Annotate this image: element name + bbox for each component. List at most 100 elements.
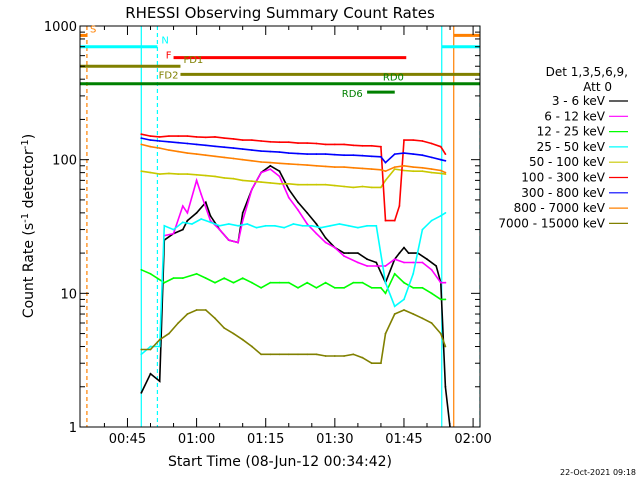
series-point xyxy=(251,149,253,152)
series-point xyxy=(287,152,290,155)
x-tick-label: 01:15 xyxy=(247,432,284,447)
series-point xyxy=(140,353,143,356)
series-point xyxy=(241,179,244,182)
series-point xyxy=(403,152,405,155)
series-point xyxy=(269,182,272,184)
series-point xyxy=(306,142,309,145)
series-point xyxy=(375,265,378,267)
series-point xyxy=(403,246,405,249)
series-point xyxy=(232,177,235,180)
series-point xyxy=(370,362,373,365)
series-point xyxy=(297,201,299,204)
series-point xyxy=(158,345,161,348)
series-point xyxy=(439,169,442,172)
series-point xyxy=(324,355,327,357)
series-point xyxy=(292,223,295,225)
series-point xyxy=(237,241,240,244)
series-point xyxy=(370,186,373,189)
series-point xyxy=(251,139,253,142)
series-point xyxy=(186,152,189,155)
flag-label-s: S xyxy=(90,24,96,35)
series-point xyxy=(366,265,368,267)
x-tick-label: 00:45 xyxy=(109,432,146,447)
series-point xyxy=(260,353,262,356)
series-point xyxy=(251,159,253,162)
flag-label-fd1: FD1 xyxy=(183,55,203,66)
series-point xyxy=(149,171,152,174)
series-point xyxy=(306,223,309,225)
series-point xyxy=(149,135,152,138)
series-line-5 xyxy=(141,133,447,222)
series-point xyxy=(315,286,318,289)
legend-entry-1: 6 - 12 keV xyxy=(544,109,606,123)
series-point xyxy=(380,155,382,158)
series-point xyxy=(403,298,405,301)
series-point xyxy=(218,228,221,231)
series-point xyxy=(421,170,424,173)
series-point xyxy=(306,183,309,186)
series-point xyxy=(343,355,345,357)
series-point xyxy=(251,188,253,191)
series-point xyxy=(444,171,447,174)
series-point xyxy=(320,226,322,229)
series-point xyxy=(269,140,272,143)
series-point xyxy=(333,143,336,146)
series-point xyxy=(393,313,396,315)
y-axis-label: Count Rate (s-1 detector-1) xyxy=(20,134,37,318)
series-point xyxy=(232,157,235,160)
series-point xyxy=(186,219,189,222)
series-point xyxy=(195,136,198,138)
series-point xyxy=(172,232,175,235)
legend-entry-3: 25 - 50 keV xyxy=(537,140,606,154)
series-point xyxy=(426,258,428,261)
series-point xyxy=(324,237,327,239)
series-point xyxy=(439,281,442,284)
series-point xyxy=(214,281,216,284)
series-point xyxy=(260,161,262,163)
series-point xyxy=(149,348,152,351)
series-point xyxy=(315,153,318,156)
flag-label-rd0: RD0 xyxy=(383,73,404,84)
series-point xyxy=(204,201,207,204)
series-point xyxy=(241,338,244,341)
series-point xyxy=(297,286,299,289)
series-point xyxy=(430,171,433,174)
series-point xyxy=(407,252,410,255)
series-point xyxy=(297,353,299,356)
series-point xyxy=(384,281,387,284)
series-point xyxy=(315,164,318,167)
series-point xyxy=(384,332,387,335)
series-point xyxy=(209,221,212,224)
series-point xyxy=(306,353,309,356)
series-point xyxy=(333,153,336,156)
series-point xyxy=(140,392,143,394)
series-point xyxy=(343,185,345,188)
series-point xyxy=(149,272,152,275)
series-point xyxy=(324,281,327,284)
series-point xyxy=(241,219,244,222)
series-point xyxy=(421,140,424,142)
legend-entry-2: 12 - 25 keV xyxy=(537,125,606,139)
series-point xyxy=(241,158,244,161)
series-point xyxy=(412,170,415,173)
series-point xyxy=(177,173,180,176)
series-point xyxy=(403,261,405,264)
timestamp: 22-Oct-2021 09:18 xyxy=(560,468,636,477)
series-point xyxy=(352,353,355,356)
series-point xyxy=(380,362,382,365)
series-point xyxy=(241,139,244,142)
series-point xyxy=(343,166,345,169)
series-point xyxy=(241,277,244,279)
series-point xyxy=(251,281,253,284)
series-point xyxy=(214,155,216,158)
x-tick-label: 01:00 xyxy=(178,432,215,447)
series-point xyxy=(223,327,226,329)
series-point xyxy=(287,141,290,144)
series-point xyxy=(168,332,170,335)
series-point xyxy=(301,224,304,227)
series-point xyxy=(430,292,433,295)
series-point xyxy=(269,353,272,356)
series-point xyxy=(370,168,373,171)
series-point xyxy=(412,261,415,264)
series-point xyxy=(181,228,184,231)
